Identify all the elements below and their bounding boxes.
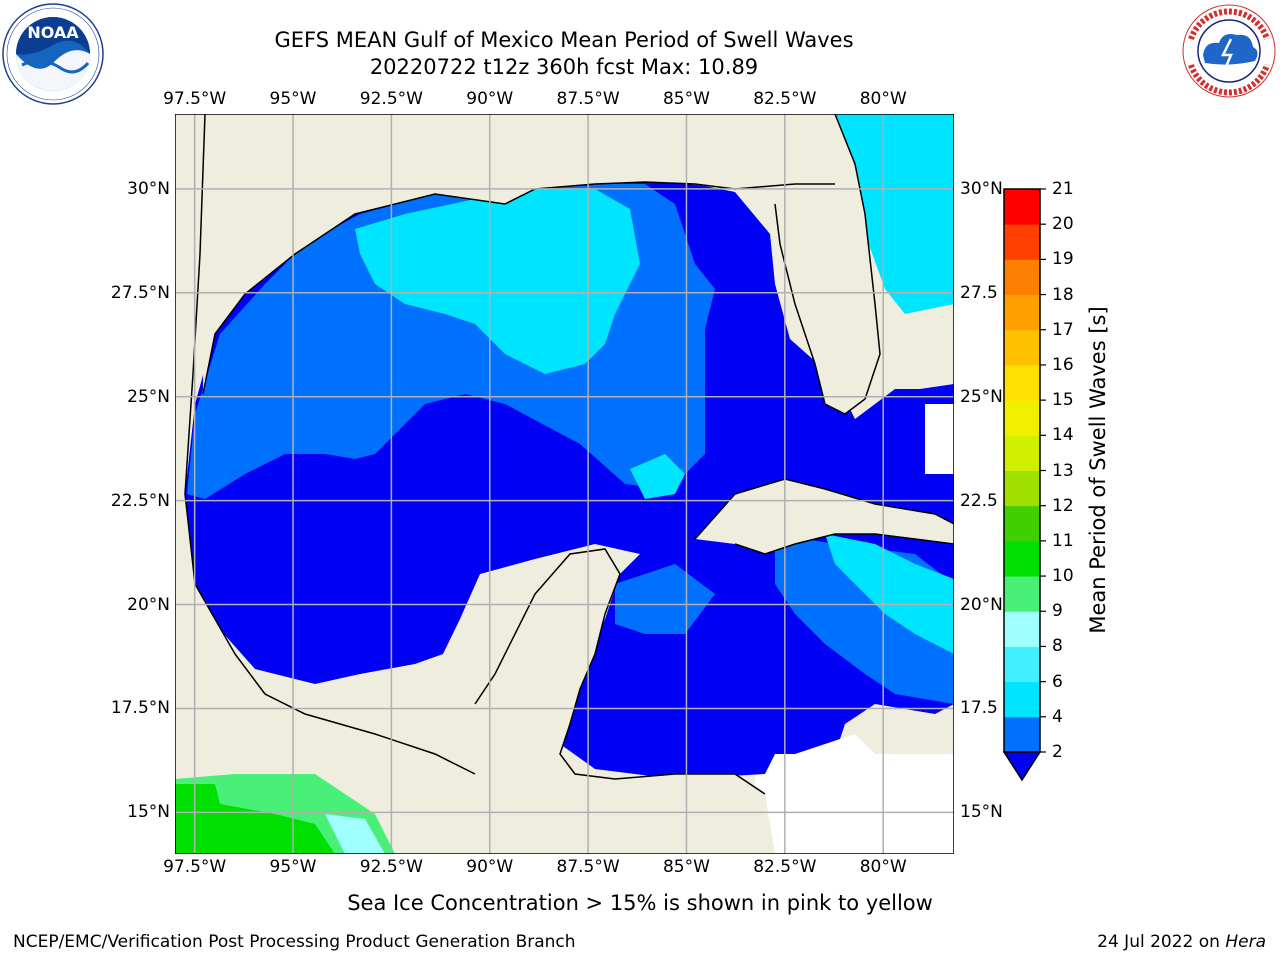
lon-tick-label: 90°W (466, 89, 514, 109)
lat-tick-label: 27.5°N (110, 282, 170, 303)
contour-6-8s-east (835, 114, 954, 314)
footer-credit: NCEP/EMC/Verification Post Processing Pr… (13, 932, 576, 952)
lat-tick-label: 22.5°N (110, 490, 170, 511)
map-plot (175, 114, 954, 854)
lon-tick-label: 92.5°W (359, 857, 423, 877)
lon-tick-label: 90°W (466, 857, 514, 877)
noaa-logo: NOAA (2, 3, 104, 105)
colorbar-label: Mean Period of Swell Waves [s] (1086, 306, 1110, 634)
graticule (175, 114, 954, 854)
colorbar-tick-label: 2 (1052, 742, 1063, 762)
colorbar-segment (1004, 470, 1040, 507)
lon-tick-label: 82.5°W (753, 857, 817, 877)
colorbar-tick-label: 9 (1052, 601, 1063, 622)
lon-tick-label: 97.5°W (163, 857, 227, 877)
lat-tick-label: 25°N (127, 386, 170, 407)
lat-tick-label: 17.5°N (110, 698, 170, 719)
lon-tick-label: 80°W (859, 857, 907, 877)
colorbar-segment (1004, 329, 1040, 366)
land-yucatan (475, 549, 775, 854)
contour-6-8s (355, 189, 640, 374)
colorbar-segment (1004, 540, 1040, 577)
land-us-gulf (203, 114, 835, 394)
lat-tick-label-right: 17.5 (960, 698, 998, 719)
colorbar-segment (1004, 505, 1040, 542)
colorbar-segment (1004, 646, 1040, 683)
contour-6-8s-caribbean (825, 534, 954, 654)
lon-tick-label: 95°W (269, 857, 317, 877)
contour-10-11s (175, 784, 335, 854)
noaa-logo-text: NOAA (27, 23, 79, 42)
colorbar-tick-label: 21 (1052, 179, 1074, 199)
colorbar-tick-label: 15 (1052, 390, 1074, 411)
footer-date: 24 Jul 2022 on Hera (1097, 932, 1266, 952)
lat-tick-label-right: 20°N (960, 594, 1003, 615)
contour-8-9s (325, 814, 385, 854)
colorbar-tick-label: 20 (1052, 214, 1074, 235)
colorbar-segment (1004, 611, 1040, 647)
colorbar-segment (1004, 294, 1040, 331)
lon-tick-label: 87.5°W (556, 857, 620, 877)
contour-6-8s-yucatan (630, 454, 685, 499)
lon-tick-label: 80°W (859, 89, 907, 109)
colorbar-segment (1004, 364, 1040, 401)
colorbar-segment (1004, 259, 1040, 296)
colorbar-tick-label: 14 (1052, 425, 1074, 446)
colorbar-tick-label: 19 (1052, 249, 1074, 270)
colorbar (1002, 188, 1046, 782)
contour-4-6s-yucatan (615, 564, 715, 634)
colorbar-tick-label: 12 (1052, 495, 1074, 516)
colorbar-segment (1004, 681, 1040, 718)
lon-tick-label: 92.5°W (359, 89, 423, 109)
colorbar-segment (1004, 716, 1040, 753)
chart-subtitle: 20220722 t12z 360h fcst Max: 10.89 (369, 55, 759, 79)
colorbar-tick-label: 13 (1052, 460, 1074, 481)
colorbar-tick-label: 6 (1052, 671, 1063, 692)
lat-tick-label-right: 22.5 (960, 490, 998, 511)
lon-tick-label: 85°W (662, 857, 710, 877)
chart-title: GEFS MEAN Gulf of Mexico Mean Period of … (274, 28, 854, 52)
missing-patch-2 (795, 734, 875, 814)
footer-host: Hera (1225, 932, 1266, 952)
lon-tick-label: 97.5°W (163, 89, 227, 109)
colorbar-tick-label: 17 (1052, 319, 1074, 340)
missing-patch (925, 404, 954, 474)
lon-tick-label: 87.5°W (556, 89, 620, 109)
sea-ice-note: Sea Ice Concentration > 15% is shown in … (0, 891, 1280, 915)
colorbar-tick-label: 18 (1052, 284, 1074, 305)
colorbar-segment (1004, 224, 1040, 260)
lat-tick-label-right: 27.5 (960, 282, 998, 303)
colorbar-extend-arrow (1002, 751, 1042, 782)
lat-tick-label-right: 15°N (960, 802, 1003, 823)
colorbar-tick-label: 16 (1052, 354, 1074, 375)
colorbar-segment (1004, 576, 1040, 612)
lon-tick-label: 82.5°W (753, 89, 817, 109)
footer-date-text: 24 Jul 2022 on (1097, 932, 1226, 952)
colorbar-tick-label: 4 (1052, 706, 1063, 727)
nws-logo (1182, 4, 1276, 98)
lat-tick-label: 30°N (127, 178, 170, 199)
lat-tick-label-right: 30°N (960, 178, 1003, 199)
lon-tick-label: 85°W (662, 89, 710, 109)
sea-ice-note-text: Sea Ice Concentration > 15% is shown in … (347, 891, 933, 915)
colorbar-tick-label: 8 (1052, 636, 1063, 657)
land-mexico-west (175, 114, 265, 764)
lat-tick-label-right: 25°N (960, 386, 1003, 407)
lat-tick-label: 20°N (127, 594, 170, 615)
lat-tick-label: 15°N (127, 802, 170, 823)
colorbar-segment (1004, 189, 1040, 225)
colorbar-segment (1004, 400, 1040, 436)
colorbar-segment (1004, 435, 1040, 471)
colorbar-tick-label: 11 (1052, 530, 1074, 551)
colorbar-tick-label: 10 (1052, 566, 1074, 587)
lon-tick-label: 95°W (269, 89, 317, 109)
